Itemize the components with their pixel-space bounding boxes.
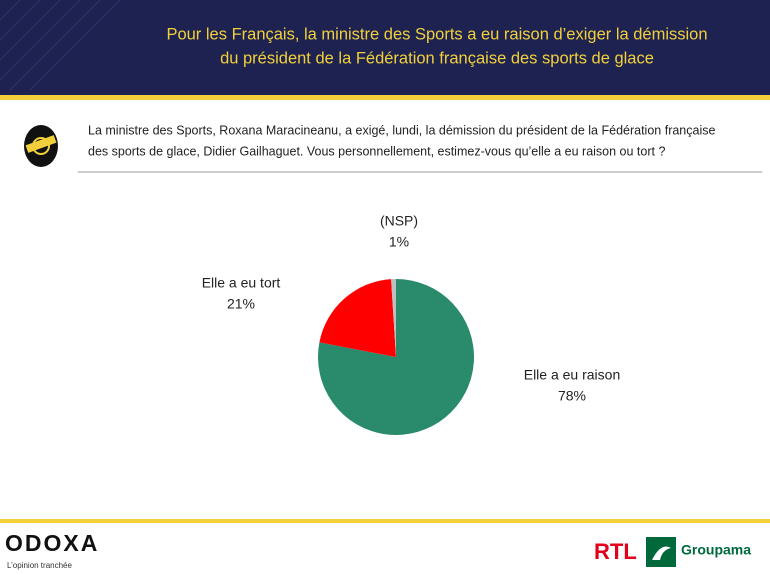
- title-line: du président de la Fédération française …: [220, 49, 654, 67]
- pie-chart: Elle a eu raison 78% Elle a eu tort 21% (NSP…: [202, 213, 621, 435]
- question-line: des sports de glace, Didier Gailhaguet. …: [88, 144, 665, 158]
- partner-logo: Groupama: [681, 542, 751, 558]
- brand-logo: ODOXA: [5, 530, 99, 556]
- slice-label: Elle a eu tort: [202, 275, 281, 291]
- pie-slice: [319, 279, 396, 357]
- pie-slice: [391, 279, 396, 357]
- slice-label: Elle a eu raison: [524, 367, 621, 383]
- slice-value-label: 21%: [227, 296, 255, 312]
- slice-label: (NSP): [380, 213, 418, 229]
- slice-value-label: 78%: [558, 388, 586, 404]
- header-rule: [0, 95, 770, 100]
- footer-rule: [0, 519, 770, 523]
- slice-value-label: 1%: [389, 234, 409, 250]
- header-texture: [0, 0, 121, 91]
- question-icon: [24, 125, 58, 167]
- question-line: La ministre des Sports, Roxana Maracinea…: [88, 123, 715, 137]
- header-band: [0, 0, 770, 95]
- partner-logo: RTL: [594, 539, 637, 564]
- brand-tagline: L’opinion tranchée: [7, 561, 72, 570]
- partner-icon-leaf: [652, 546, 671, 560]
- title-line: Pour les Français, la ministre des Sport…: [166, 25, 707, 43]
